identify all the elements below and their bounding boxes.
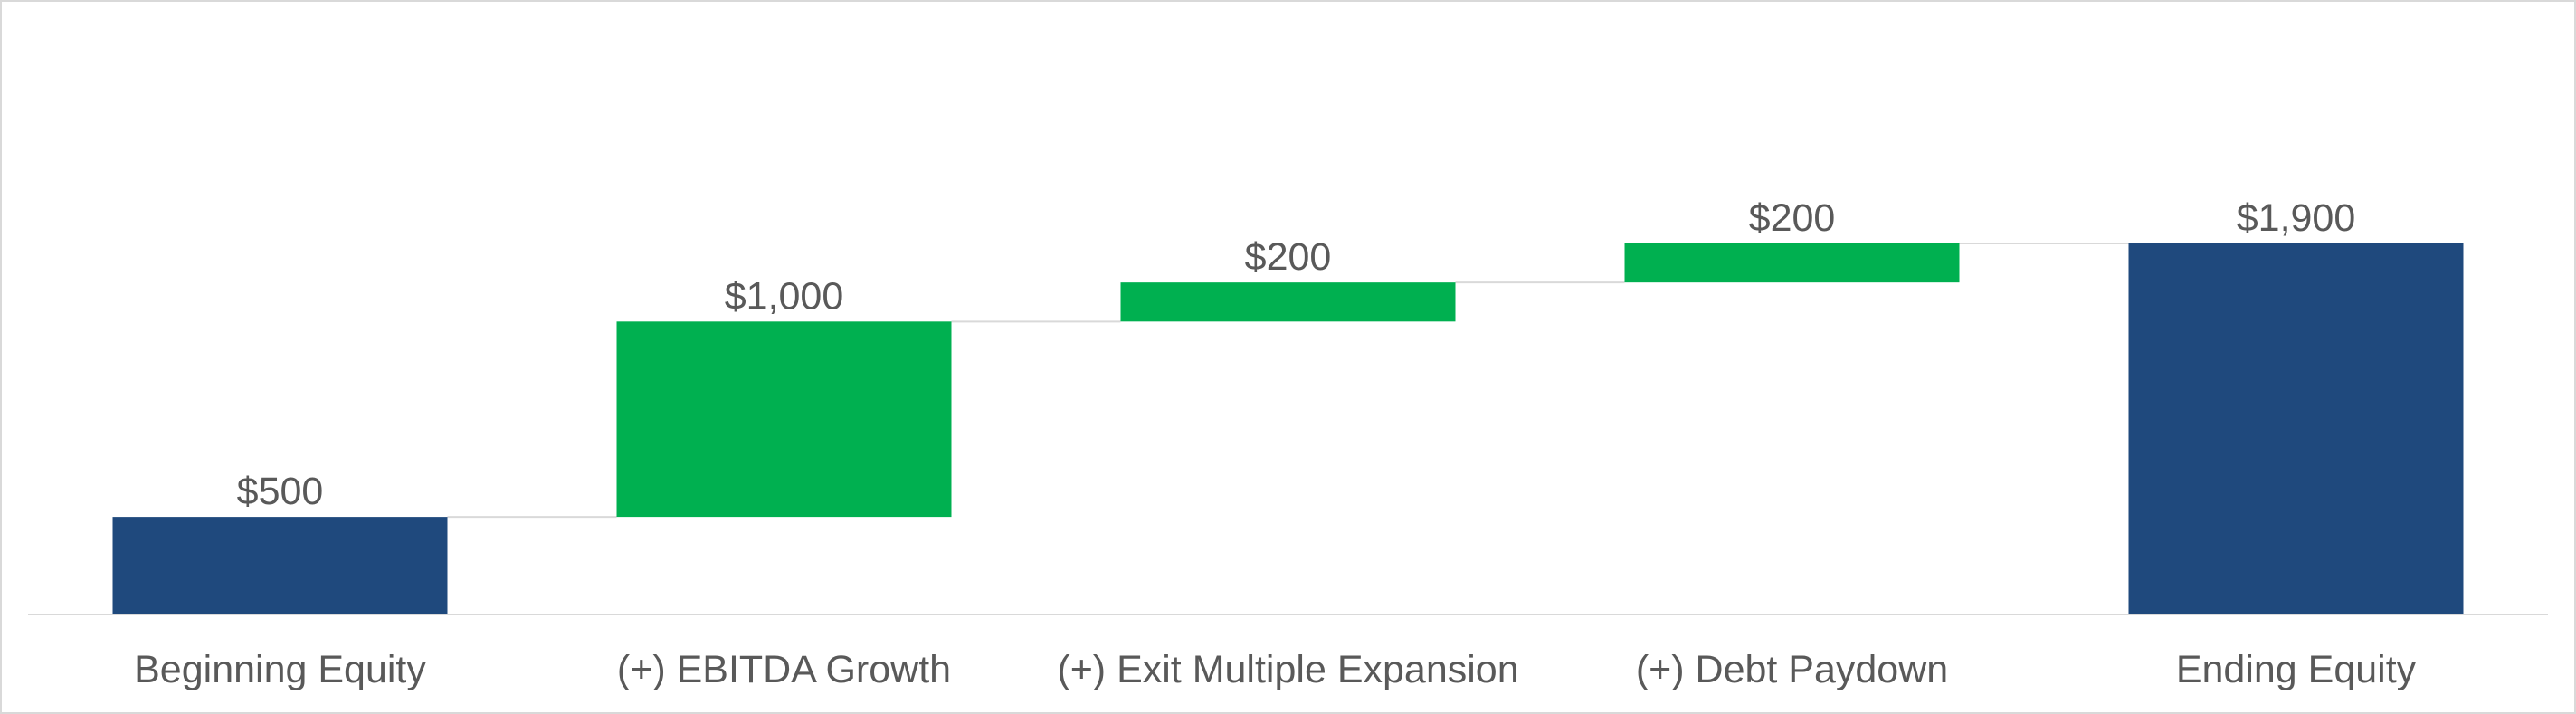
value-label: $200 bbox=[1245, 235, 1332, 279]
bar bbox=[2128, 243, 2464, 614]
bar bbox=[1120, 282, 1456, 322]
value-label: $500 bbox=[237, 470, 324, 513]
x-tick-label: Ending Equity bbox=[2176, 648, 2417, 691]
bar bbox=[112, 517, 448, 614]
x-tick-label: Beginning Equity bbox=[134, 648, 426, 691]
value-label: $200 bbox=[1749, 196, 1836, 240]
bar bbox=[616, 321, 952, 518]
x-tick-label: (+) EBITDA Growth bbox=[617, 648, 951, 691]
value-label: $1,000 bbox=[725, 274, 844, 318]
x-tick-label: (+) Debt Paydown bbox=[1636, 648, 1948, 691]
bar bbox=[1624, 243, 1960, 283]
value-label: $1,900 bbox=[2237, 196, 2356, 240]
x-tick-label: (+) Exit Multiple Expansion bbox=[1057, 648, 1518, 691]
